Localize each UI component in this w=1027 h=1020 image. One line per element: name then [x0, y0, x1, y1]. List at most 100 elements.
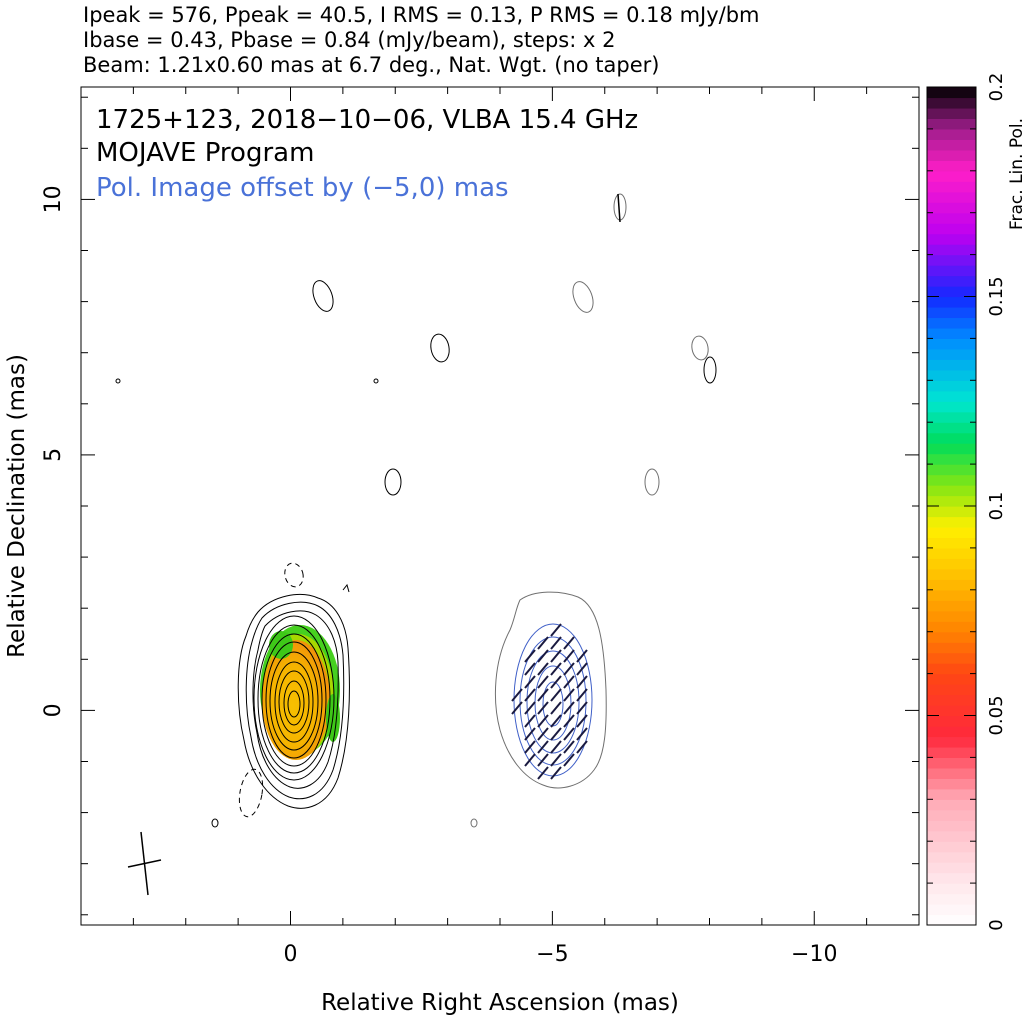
evpa-tick [550, 623, 562, 637]
colorbar-band [927, 746, 976, 758]
evpa-tick [563, 753, 575, 767]
evpa-tick [537, 636, 549, 650]
colorbar-band [927, 631, 976, 643]
colorbar-band [927, 265, 976, 277]
colorbar-band [927, 139, 976, 151]
colorbar-band [927, 97, 976, 109]
evpa-tick [524, 649, 536, 663]
evpa-tick [576, 688, 588, 702]
colorbar-band [927, 369, 976, 381]
colorbar-band [927, 464, 976, 476]
colorbar-band [927, 212, 976, 224]
evpa-tick [550, 675, 562, 689]
colorbar-band [927, 778, 976, 790]
colorbar-band [927, 506, 976, 518]
header-line-3: Beam: 1.21x0.60 mas at 6.7 deg., Nat. Wg… [83, 53, 660, 77]
evpa-tick-isolated [617, 193, 621, 223]
colorbar-tick-labels: 0 0.05 0.1 0.15 0.2 [986, 73, 1007, 931]
evpa-tick [550, 701, 562, 715]
colorbar-tick-label: 0.2 [986, 73, 1007, 102]
intensity-contours [237, 594, 350, 809]
colorbar-band [927, 537, 976, 549]
colorbar-band [927, 87, 976, 99]
evpa-tick [524, 662, 536, 676]
colorbar-tick-label: 0.05 [986, 695, 1007, 735]
colorbar-band [927, 872, 976, 884]
colorbar [927, 87, 976, 926]
evpa-tick [563, 675, 575, 689]
colorbar-band [927, 558, 976, 570]
colorbar-tick-label: 0.1 [986, 492, 1007, 521]
evpa-tick [550, 662, 562, 676]
evpa-tick [537, 675, 549, 689]
evpa-tick [563, 740, 575, 754]
y-tick-label: 5 [41, 448, 66, 462]
colorbar-band [927, 317, 976, 329]
colorbar-band [927, 893, 976, 905]
colorbar-band [927, 621, 976, 633]
evpa-tick [537, 753, 549, 767]
colorbar-band [927, 359, 976, 371]
evpa-tick [524, 727, 536, 741]
colorbar-band [927, 652, 976, 664]
colorbar-band [927, 694, 976, 706]
colorbar-band [927, 453, 976, 465]
evpa-tick [576, 740, 588, 754]
colorbar-band [927, 422, 976, 434]
colorbar-band [927, 684, 976, 696]
evpa-tick [576, 662, 588, 676]
colorbar-band [927, 306, 976, 319]
y-axis-label: Relative Declination (mas) [4, 354, 30, 658]
colorbar-band [927, 202, 976, 214]
evpa-tick [550, 688, 562, 702]
colorbar-band [927, 799, 976, 811]
evpa-tick [537, 662, 549, 676]
evpa-tick [524, 701, 536, 715]
evpa-tick [537, 649, 549, 663]
colorbar-band [927, 673, 976, 685]
colorbar-band [927, 589, 976, 601]
colorbar-band [927, 244, 976, 256]
evpa-tick [537, 688, 549, 702]
evpa-tick [563, 662, 575, 676]
colorbar-band [927, 160, 976, 172]
colorbar-band [927, 610, 976, 622]
evpa-tick [537, 727, 549, 741]
colorbar-band [927, 327, 976, 339]
evpa-tick [576, 649, 588, 663]
colorbar-band [927, 830, 976, 842]
plot-title-line-1: 1725+123, 2018−10−06, VLBA 15.4 GHz [96, 105, 638, 135]
plot-title-line-2: MOJAVE Program [96, 138, 314, 168]
evpa-tick [576, 714, 588, 728]
colorbar-band [927, 862, 976, 874]
colorbar-band [927, 841, 976, 853]
colorbar-band [927, 348, 976, 360]
evpa-tick [537, 714, 549, 728]
colorbar-band [927, 642, 976, 654]
evpa-tick [563, 649, 575, 663]
colorbar-band [927, 390, 976, 402]
evpa-tick [537, 740, 549, 754]
colorbar-ticks [927, 86, 976, 926]
colorbar-band [927, 443, 976, 455]
x-tick-label: −10 [791, 942, 837, 967]
colorbar-band [927, 904, 976, 916]
evpa-tick [550, 636, 562, 650]
evpa-tick [524, 714, 536, 728]
negative-contours [238, 562, 304, 818]
colorbar-band [927, 380, 976, 392]
evpa-tick [550, 649, 562, 663]
y-tick-label: 0 [41, 703, 66, 717]
evpa-tick [550, 740, 562, 754]
colorbar-band [927, 788, 976, 800]
evpa-tick [576, 701, 588, 715]
colorbar-tick-label: 0.15 [986, 276, 1007, 316]
x-tick-label: 0 [284, 942, 298, 967]
evpa-tick [524, 675, 536, 689]
evpa-tick [563, 727, 575, 741]
colorbar-band [927, 275, 976, 287]
evpa-tick [524, 753, 536, 767]
colorbar-band [927, 495, 976, 507]
colorbar-band [927, 118, 976, 130]
colorbar-band [927, 663, 976, 675]
